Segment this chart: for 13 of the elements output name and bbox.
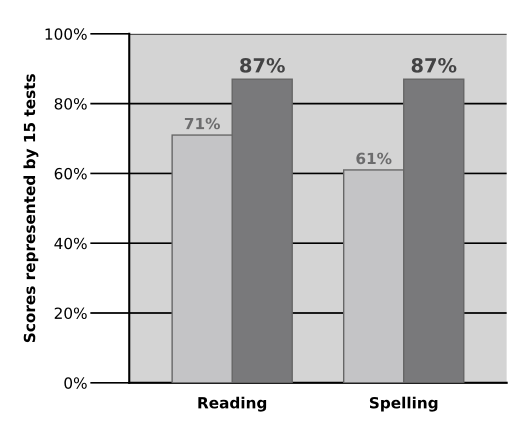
x-tick-label: Spelling <box>370 396 438 412</box>
y-tick-label: 80% <box>54 98 87 110</box>
y-tick-label: 20% <box>54 307 87 320</box>
y-tick-label: 40% <box>54 238 87 250</box>
data-label: 87% <box>240 58 285 73</box>
data-label: 87% <box>412 58 456 73</box>
y-tick-label: 0% <box>64 377 87 389</box>
data-label: 71% <box>184 118 220 130</box>
y-tick-label: 100% <box>46 28 87 40</box>
x-tick-label: Reading <box>198 396 266 412</box>
y-tick-label: 60% <box>54 168 87 180</box>
y-axis-title: Scores represented by 15 tests <box>23 74 38 342</box>
data-label: 61% <box>356 152 392 164</box>
